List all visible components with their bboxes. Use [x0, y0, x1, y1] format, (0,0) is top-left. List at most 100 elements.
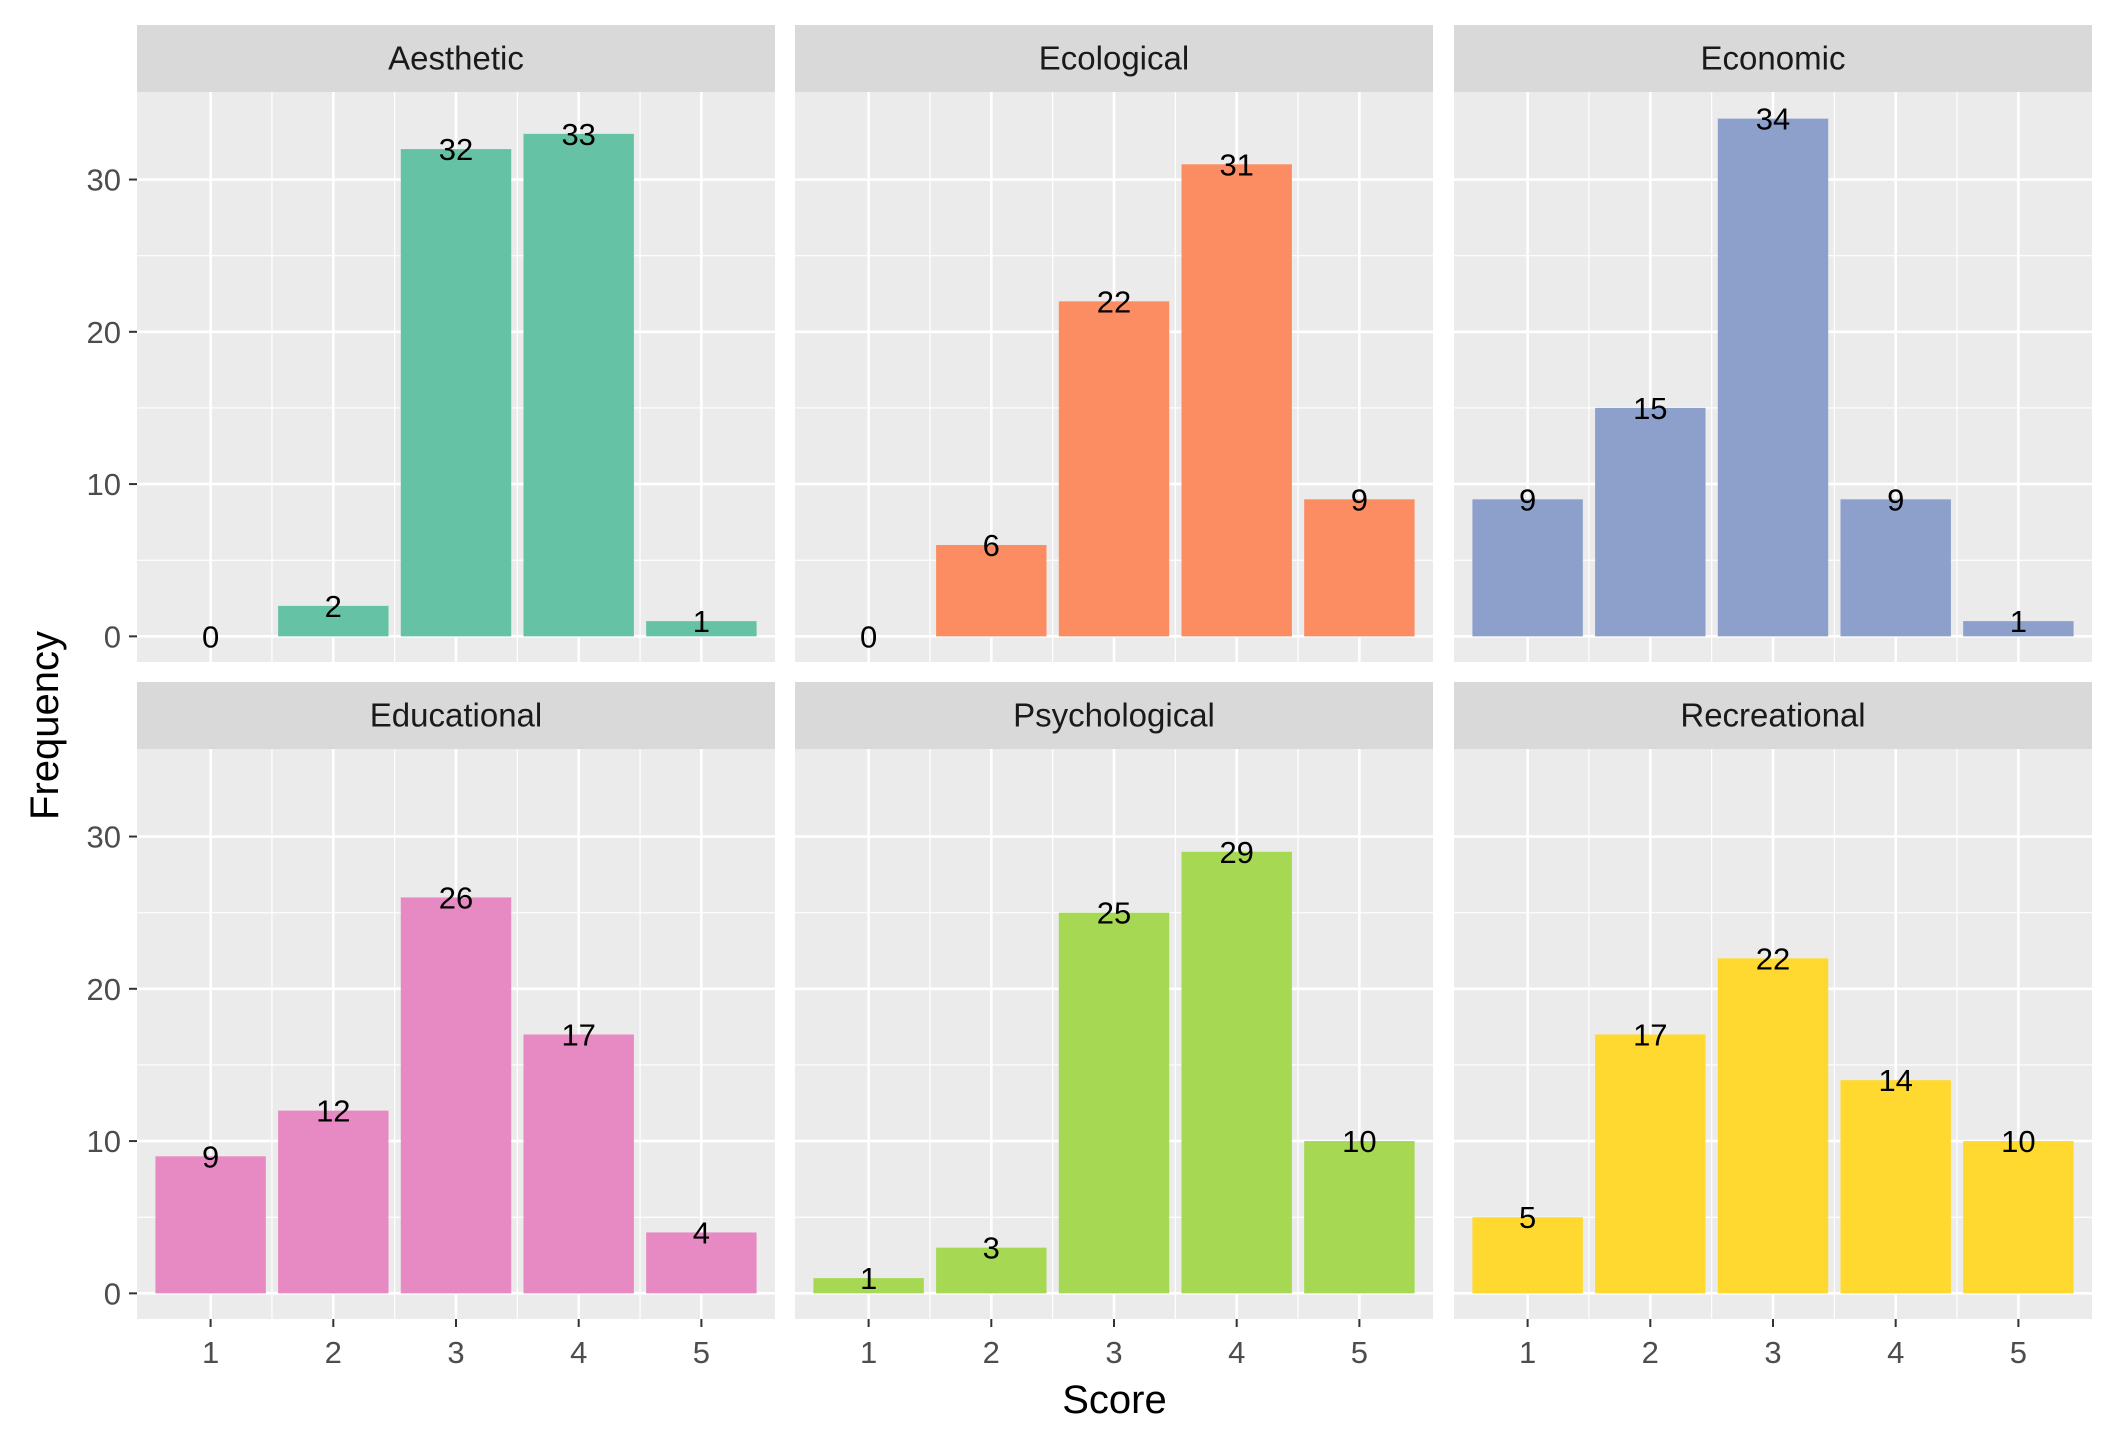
bar-recreational-1	[1472, 1217, 1583, 1294]
bar-ecological-4	[1181, 164, 1292, 637]
x-tick-label: 5	[693, 1335, 710, 1370]
facet-strip-label: Psychological	[1013, 697, 1215, 734]
bar-value-label: 2	[325, 589, 342, 624]
y-tick-label: 30	[87, 820, 121, 855]
bar-educational-1	[155, 1156, 266, 1294]
bar-psychological-3	[1058, 912, 1170, 1294]
y-tick-label: 0	[104, 619, 121, 654]
bar-value-label: 1	[2010, 604, 2027, 639]
y-tick-label: 30	[87, 163, 121, 198]
bar-value-label: 22	[1097, 284, 1131, 319]
bar-value-label: 34	[1756, 102, 1790, 137]
bar-value-label: 9	[1519, 482, 1536, 517]
bar-value-label: 31	[1219, 147, 1253, 182]
bar-value-label: 4	[693, 1215, 710, 1250]
x-tick-label: 4	[1228, 1335, 1245, 1370]
facet-strip	[795, 25, 1433, 92]
bar-value-label: 9	[202, 1139, 219, 1174]
bar-value-label: 10	[2001, 1124, 2035, 1159]
x-tick-label: 4	[1887, 1335, 1904, 1370]
bar-value-label: 12	[316, 1094, 350, 1129]
bar-value-label: 1	[860, 1261, 877, 1296]
bar-value-label: 22	[1756, 941, 1790, 976]
bar-economic-4	[1840, 499, 1951, 637]
x-tick-label: 2	[1642, 1335, 1659, 1370]
bar-value-label: 15	[1633, 391, 1667, 426]
facet-strip	[1454, 25, 2092, 92]
bar-aesthetic-4	[523, 133, 634, 637]
bar-educational-3	[400, 897, 512, 1294]
x-tick-label: 1	[1519, 1335, 1536, 1370]
bar-recreational-5	[1963, 1141, 2074, 1294]
bar-ecological-3	[1058, 301, 1170, 637]
facet-panel-recreational: Recreational 5 17 22 14 10 1 2 3 4 5	[1454, 682, 2092, 1370]
bar-educational-5	[646, 1232, 757, 1294]
x-tick-label: 5	[1351, 1335, 1368, 1370]
bar-value-label: 32	[439, 132, 473, 167]
y-tick-label: 10	[87, 467, 121, 502]
bar-economic-5	[1963, 621, 2074, 637]
bar-value-label: 0	[860, 619, 877, 654]
x-tick-label: 3	[1764, 1335, 1781, 1370]
bar-economic-2	[1595, 407, 1706, 637]
bar-educational-2	[278, 1110, 389, 1294]
bar-recreational-3	[1717, 958, 1829, 1294]
facet-panel-economic: Economic 9 15 34 9 1	[1454, 25, 2092, 662]
bar-value-label: 1	[693, 604, 710, 639]
facet-strip	[1454, 682, 2092, 749]
y-tick-label: 20	[87, 315, 121, 350]
bar-ecological-5	[1304, 499, 1415, 637]
bar-value-label: 14	[1878, 1063, 1912, 1098]
x-tick-label: 1	[860, 1335, 877, 1370]
bar-value-label: 9	[1887, 482, 1904, 517]
bar-value-label: 6	[983, 528, 1000, 563]
bar-aesthetic-2	[278, 605, 389, 637]
bar-aesthetic-5	[646, 621, 757, 637]
bar-recreational-2	[1595, 1034, 1706, 1294]
bar-value-label: 0	[202, 619, 219, 654]
x-tick-label: 2	[983, 1335, 1000, 1370]
x-tick-label: 3	[1105, 1335, 1122, 1370]
facet-strip-label: Aesthetic	[388, 40, 524, 77]
facet-panel-ecological: Ecological 0 6 22 31 9	[795, 25, 1433, 662]
x-tick-label: 3	[447, 1335, 464, 1370]
bar-psychological-2	[936, 1247, 1047, 1294]
x-tick-label: 5	[2010, 1335, 2027, 1370]
bar-value-label: 17	[561, 1017, 595, 1052]
facet-strip-label: Economic	[1701, 40, 1846, 77]
y-tick-label: 0	[104, 1276, 121, 1311]
x-tick-label: 1	[202, 1335, 219, 1370]
bar-psychological-4	[1181, 851, 1292, 1294]
bar-psychological-5	[1304, 1141, 1415, 1294]
facet-strip	[137, 682, 775, 749]
bar-economic-1	[1472, 499, 1583, 637]
y-tick-label: 20	[87, 972, 121, 1007]
bar-value-label: 33	[561, 117, 595, 152]
x-tick-label: 4	[570, 1335, 587, 1370]
bar-aesthetic-3	[400, 149, 512, 637]
bar-value-label: 17	[1633, 1017, 1667, 1052]
bar-value-label: 25	[1097, 896, 1131, 931]
facet-strip-label: Recreational	[1680, 697, 1865, 734]
facet-panel-psychological: Psychological 1 3 25 29 10 1 2 3 4 5	[795, 682, 1433, 1370]
bar-value-label: 26	[439, 880, 473, 915]
facet-strip	[795, 682, 1433, 749]
bar-recreational-4	[1840, 1080, 1951, 1294]
x-tick-label: 2	[325, 1335, 342, 1370]
bar-educational-4	[523, 1034, 634, 1294]
bar-value-label: 29	[1219, 835, 1253, 870]
facet-strip-label: Educational	[370, 697, 542, 734]
bar-ecological-2	[936, 544, 1047, 637]
facet-strip	[137, 25, 775, 92]
x-axis-title: Score	[1062, 1378, 1167, 1422]
facet-strip-label: Ecological	[1039, 40, 1189, 77]
bar-value-label: 9	[1351, 482, 1368, 517]
bar-value-label: 3	[983, 1231, 1000, 1266]
bar-economic-3	[1717, 118, 1829, 637]
bar-value-label: 10	[1342, 1124, 1376, 1159]
bar-psychological-1	[813, 1278, 924, 1294]
